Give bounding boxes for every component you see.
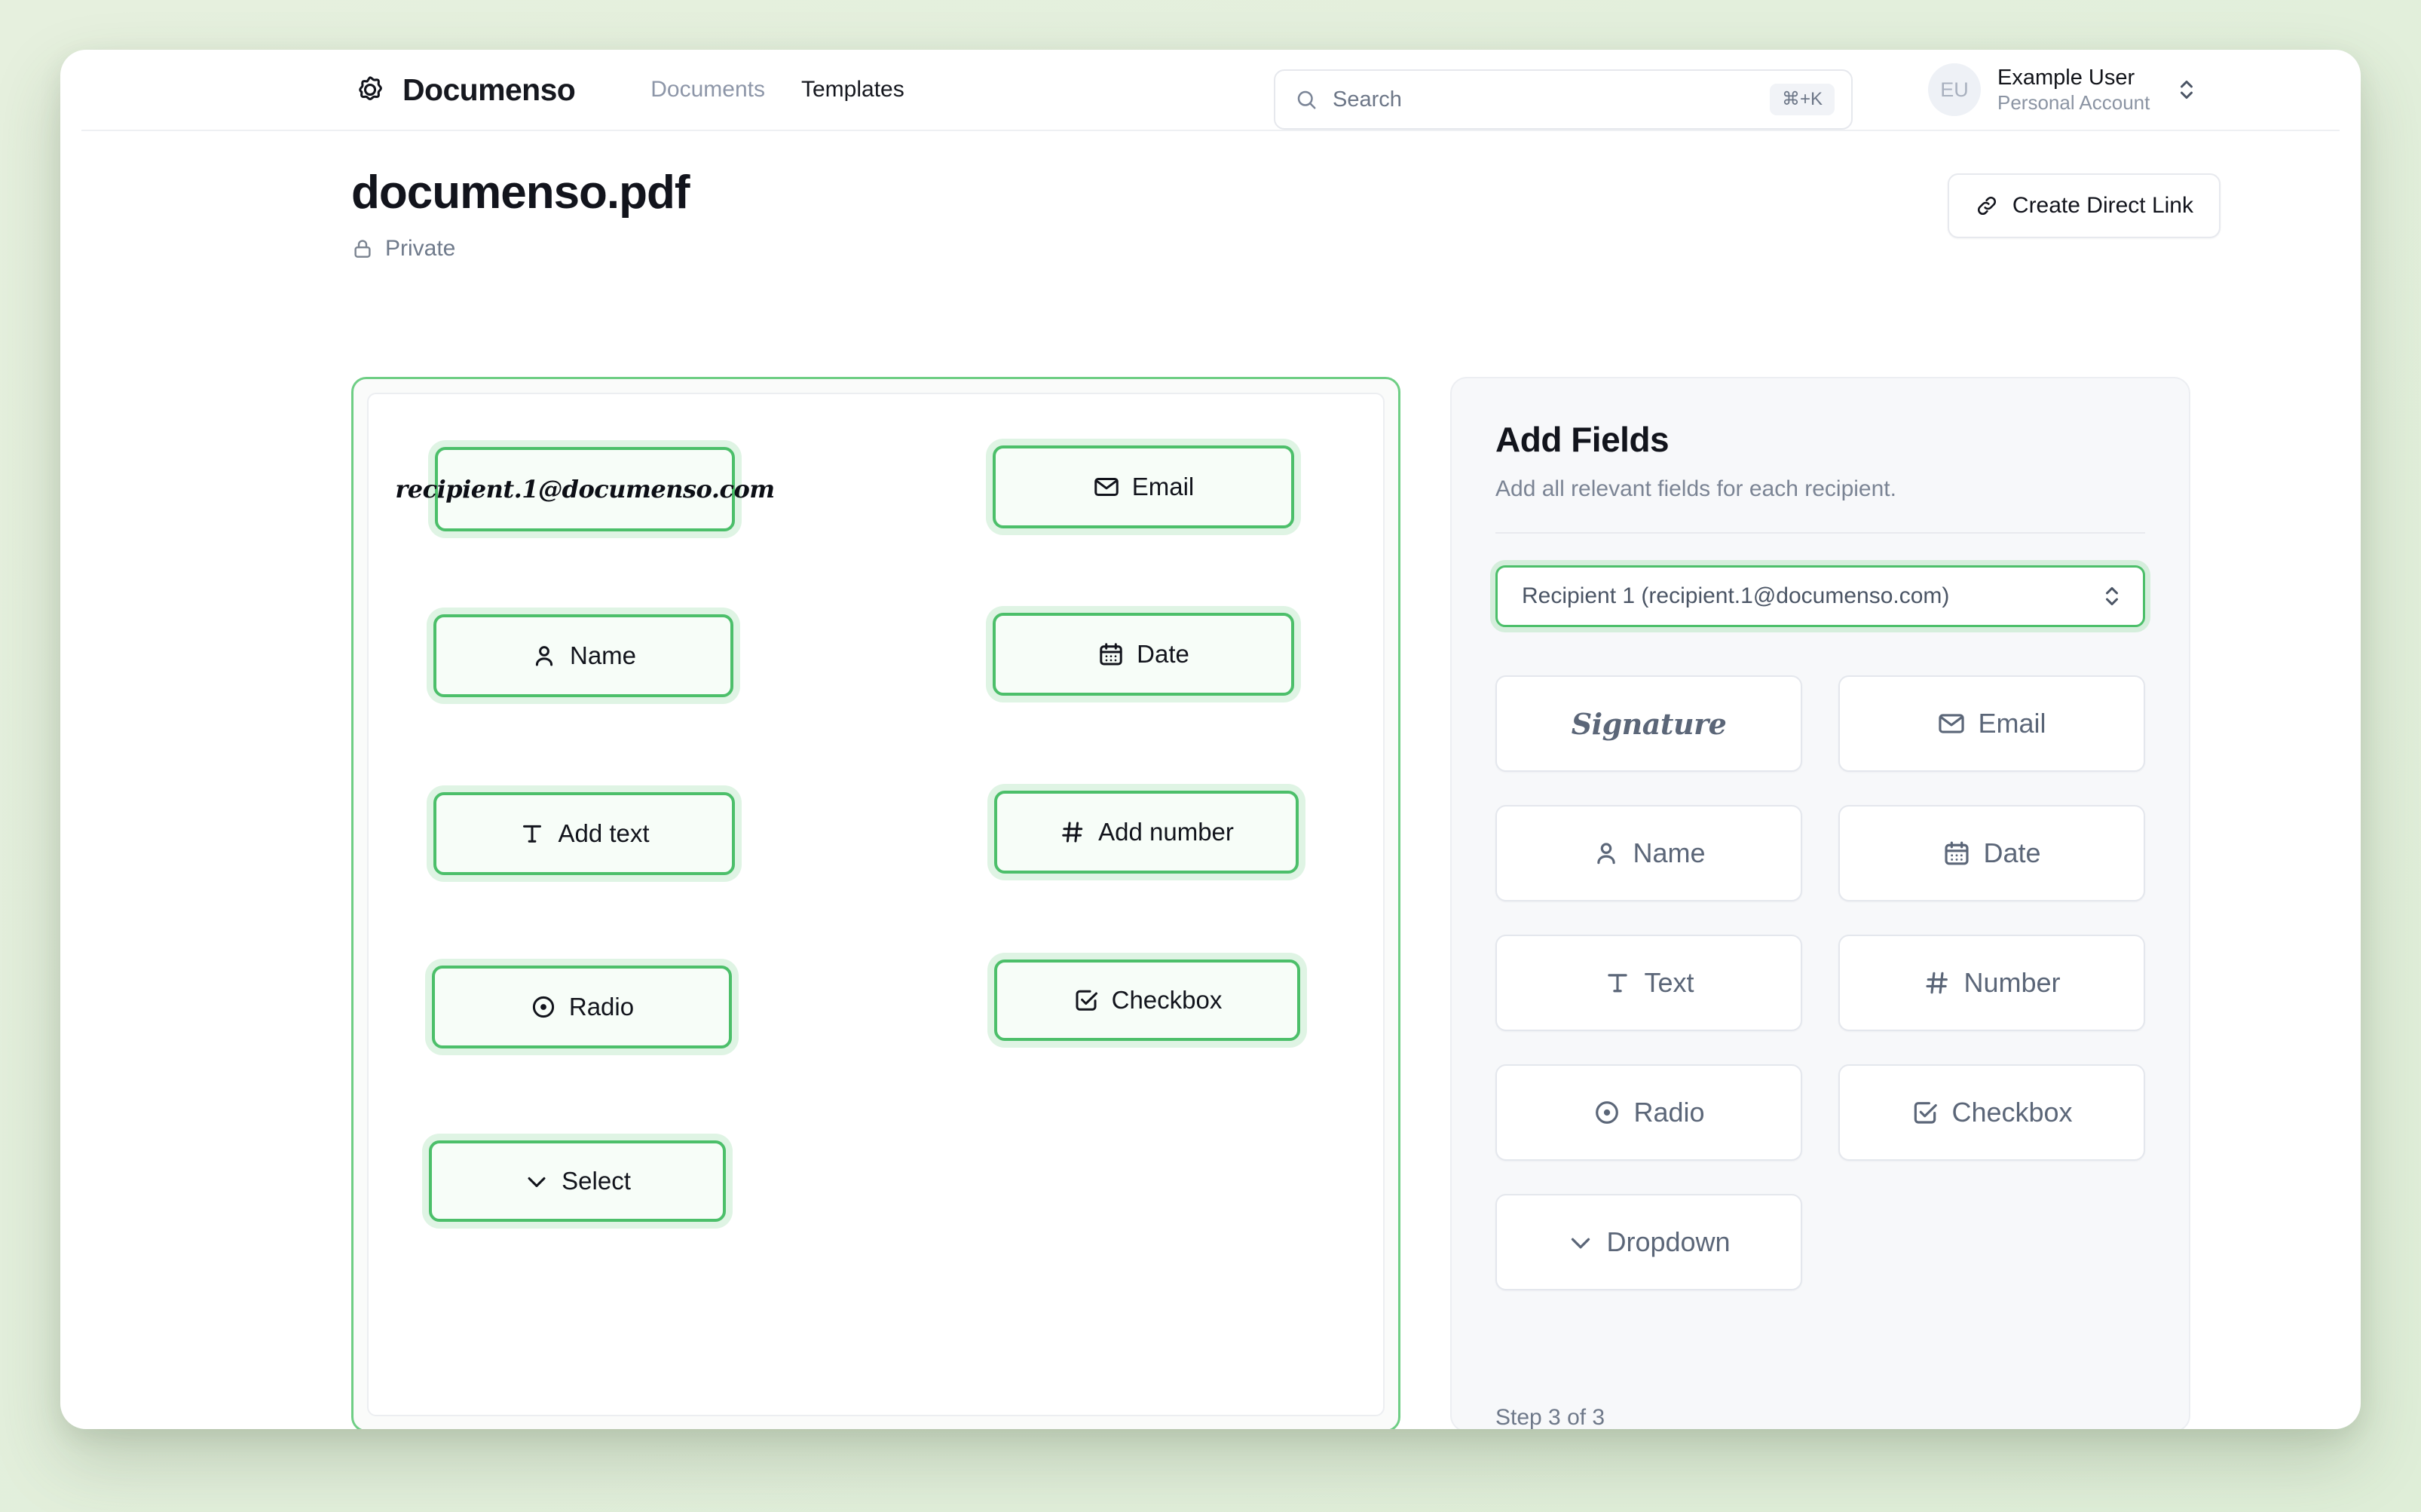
field-button-label: Radio xyxy=(1633,1097,1705,1128)
text-t-icon xyxy=(1603,969,1632,997)
document-page[interactable]: recipient.1@documenso.com Email xyxy=(367,393,1385,1416)
primary-nav: Documents Templates xyxy=(650,77,904,103)
field-button-dropdown[interactable]: Dropdown xyxy=(1495,1194,1802,1290)
field-button-text[interactable]: Text xyxy=(1495,935,1802,1031)
field-button-label: Dropdown xyxy=(1606,1226,1731,1257)
placed-field-label: Add number xyxy=(1098,818,1234,846)
field-button-checkbox[interactable]: Checkbox xyxy=(1838,1064,2145,1161)
account-switcher[interactable]: EU Example User Personal Account xyxy=(1928,63,2196,116)
placed-field-checkbox[interactable]: Checkbox xyxy=(994,960,1300,1041)
placed-field-label: Date xyxy=(1137,640,1189,668)
envelope-icon xyxy=(1937,709,1966,738)
placed-field-label: Add text xyxy=(558,819,650,847)
search-icon xyxy=(1295,88,1318,111)
account-subtitle: Personal Account xyxy=(1997,90,2150,114)
link-icon xyxy=(1975,194,1999,218)
add-fields-panel: Add Fields Add all relevant fields for e… xyxy=(1450,377,2190,1429)
field-button-date[interactable]: Date xyxy=(1838,805,2145,901)
envelope-icon xyxy=(1093,473,1120,500)
placed-field-email[interactable]: Email xyxy=(993,445,1294,528)
field-button-radio[interactable]: Radio xyxy=(1495,1064,1802,1161)
field-button-name[interactable]: Name xyxy=(1495,805,1802,901)
field-button-label: Number xyxy=(1963,967,2061,998)
create-direct-link-label: Create Direct Link xyxy=(2012,193,2193,218)
search-input[interactable]: Search ⌘+K xyxy=(1274,69,1853,130)
chevron-up-down-icon xyxy=(2177,75,2196,105)
document-canvas-dropzone[interactable]: recipient.1@documenso.com Email xyxy=(351,377,1400,1429)
top-navigation-bar: Documenso Documents Templates Search ⌘+K… xyxy=(81,50,2340,131)
field-button-number[interactable]: Number xyxy=(1838,935,2145,1031)
visibility-label: Private xyxy=(385,236,456,261)
field-button-label: Name xyxy=(1633,837,1706,868)
placed-field-radio[interactable]: Radio xyxy=(432,966,732,1048)
editor-main: recipient.1@documenso.com Email xyxy=(351,377,2190,1429)
placed-field-name[interactable]: Name xyxy=(433,614,733,697)
placed-field-label: Select xyxy=(562,1167,631,1195)
page-title: documenso.pdf xyxy=(351,167,690,219)
panel-divider xyxy=(1495,532,2145,534)
placed-field-label: Name xyxy=(569,641,637,669)
nav-link-templates[interactable]: Templates xyxy=(800,77,904,102)
placed-field-label: recipient.1@documenso.com xyxy=(395,475,775,503)
step-indicator: Step 3 of 3 xyxy=(1495,1405,1605,1429)
field-button-label: Signature xyxy=(1571,706,1727,741)
chevron-down-icon xyxy=(524,1168,549,1194)
placed-field-select[interactable]: Select xyxy=(429,1140,726,1222)
account-text: Example User Personal Account xyxy=(1997,66,2150,114)
add-fields-title: Add Fields xyxy=(1495,420,1670,459)
brand-logo[interactable]: Documenso xyxy=(353,72,576,108)
radio-icon xyxy=(530,993,557,1021)
account-name: Example User xyxy=(1997,66,2135,90)
placed-field-label: Email xyxy=(1131,473,1195,500)
checkbox-icon xyxy=(1911,1098,1939,1127)
field-button-label: Text xyxy=(1644,967,1694,998)
document-visibility: Private xyxy=(351,236,2221,262)
hash-icon xyxy=(1059,819,1086,846)
placed-field-label: Radio xyxy=(568,993,635,1021)
chevron-up-down-icon xyxy=(2102,581,2122,611)
placed-field-label: Checkbox xyxy=(1111,986,1223,1014)
user-icon xyxy=(1592,839,1621,868)
lock-icon xyxy=(351,237,374,260)
app-window: Documenso Documents Templates Search ⌘+K… xyxy=(60,50,2361,1429)
nav-link-documents[interactable]: Documents xyxy=(650,77,765,102)
field-type-grid: Signature Email xyxy=(1495,675,2145,1290)
placed-field-date[interactable]: Date xyxy=(993,613,1294,696)
field-button-label: Date xyxy=(1983,837,2041,868)
user-icon xyxy=(531,642,558,669)
field-button-email[interactable]: Email xyxy=(1838,675,2145,772)
radio-icon xyxy=(1593,1098,1621,1127)
checkbox-icon xyxy=(1073,987,1100,1014)
field-button-label: Checkbox xyxy=(1951,1097,2073,1128)
create-direct-link-button[interactable]: Create Direct Link xyxy=(1947,173,2221,238)
document-header: documenso.pdf Private Create Direct Link xyxy=(351,166,2221,262)
placed-field-signature[interactable]: recipient.1@documenso.com xyxy=(395,447,775,531)
avatar: EU xyxy=(1928,63,1981,116)
brand-name: Documenso xyxy=(402,72,576,107)
placed-field-text[interactable]: Add text xyxy=(433,792,735,875)
search-shortcut-badge: ⌘+K xyxy=(1769,84,1835,115)
field-button-signature[interactable]: Signature xyxy=(1495,675,1802,772)
documenso-logo-icon xyxy=(353,72,387,107)
calendar-icon xyxy=(1942,839,1971,868)
placed-field-number[interactable]: Add number xyxy=(994,791,1299,874)
chevron-down-icon xyxy=(1567,1229,1594,1256)
recipient-select[interactable]: Recipient 1 (recipient.1@documenso.com) xyxy=(1495,565,2145,627)
calendar-icon xyxy=(1097,641,1125,668)
search-placeholder: Search xyxy=(1333,87,1402,112)
add-fields-description: Add all relevant fields for each recipie… xyxy=(1495,476,1896,501)
field-button-label: Email xyxy=(1978,708,2046,739)
recipient-select-value: Recipient 1 (recipient.1@documenso.com) xyxy=(1522,583,1950,608)
hash-icon xyxy=(1923,969,1951,997)
text-t-icon xyxy=(519,820,546,847)
